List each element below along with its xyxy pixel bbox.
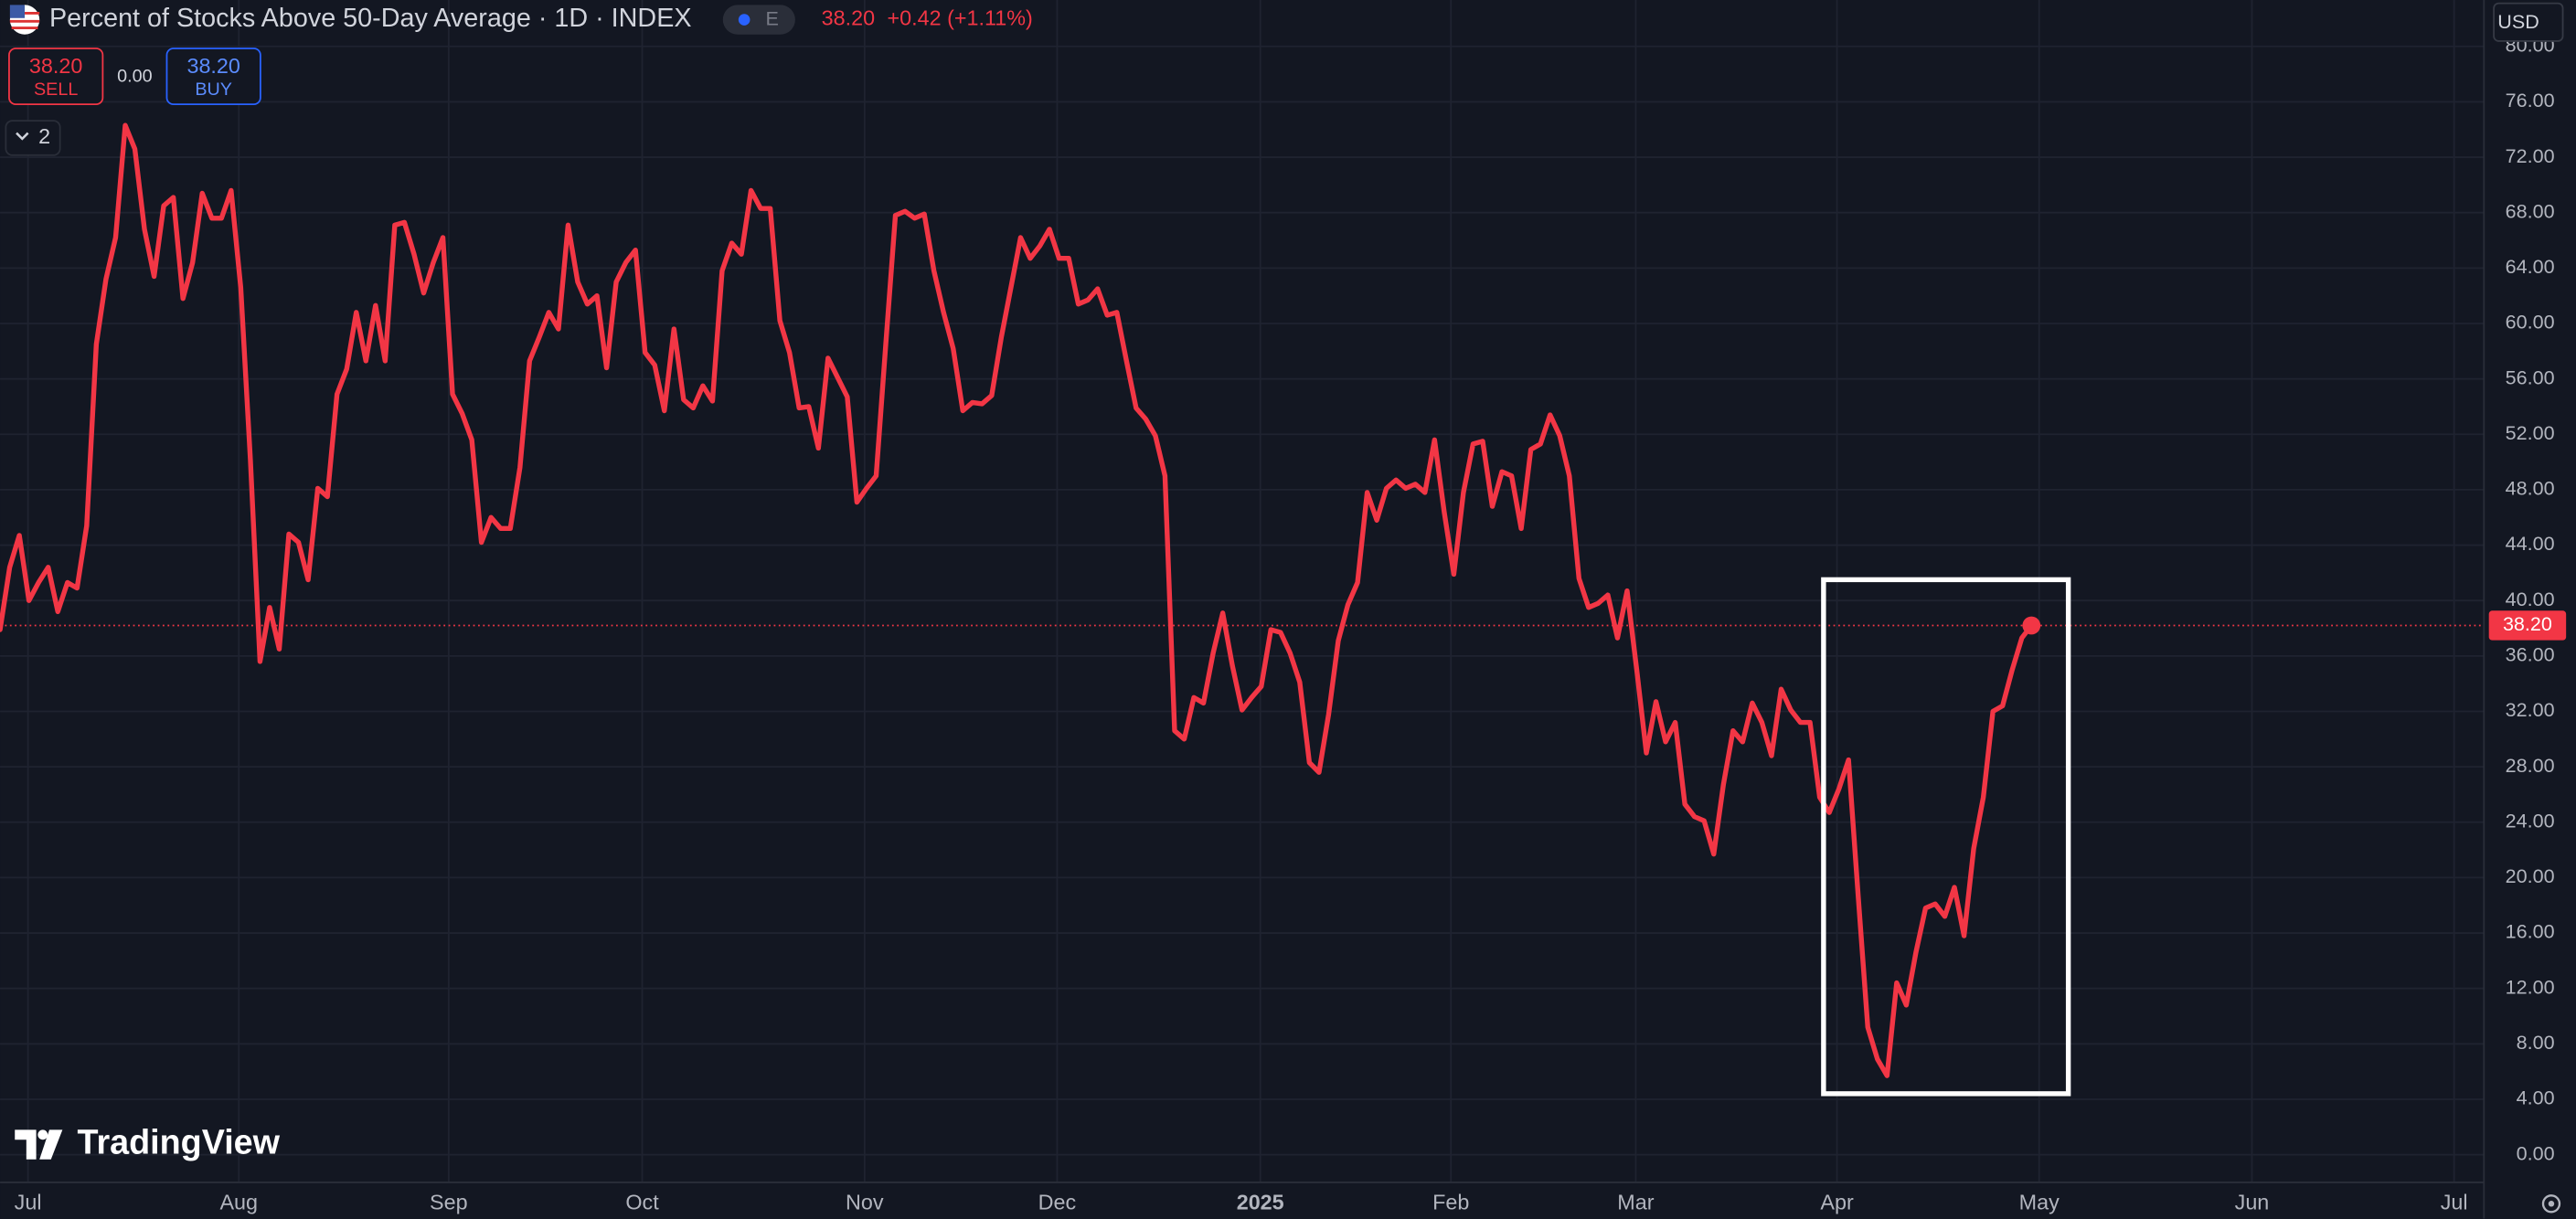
currency: USD [2497, 10, 2539, 33]
y-tick-label: 68.00 [2506, 199, 2555, 222]
y-tick-label: 36.00 [2506, 643, 2555, 666]
settings-icon[interactable] [2541, 1194, 2561, 1214]
spread: 0.00 [117, 67, 152, 87]
last-price: 38.20 [822, 6, 875, 30]
y-tick-label: 52.00 [2506, 421, 2555, 444]
y-tick-label: 16.00 [2506, 920, 2555, 943]
last-point [2022, 616, 2041, 635]
x-tick-label: Jun [2235, 1190, 2270, 1214]
y-tick-label: 32.00 [2506, 698, 2555, 721]
y-tick-label: 76.00 [2506, 89, 2555, 111]
y-tick-label: 8.00 [2517, 1031, 2555, 1054]
x-tick-label: Oct [625, 1190, 659, 1214]
x-tick-label: Dec [1038, 1190, 1077, 1214]
y-tick-label: 44.00 [2506, 532, 2555, 555]
y-tick-label: 48.00 [2506, 477, 2555, 500]
x-tick-label: Nov [846, 1190, 884, 1214]
indicator-toggle[interactable] [5, 120, 61, 156]
x-tick-label: Apr [1820, 1190, 1854, 1214]
price-change: +0.42 (+1.11%) [888, 6, 1033, 30]
x-tick-label: Jul [15, 1190, 42, 1214]
price-label-box [2488, 610, 2567, 641]
y-tick-label: 64.00 [2506, 255, 2555, 278]
indicator-count: 2 [38, 124, 50, 148]
chevron-icon [16, 132, 29, 141]
y-tick-label: 28.00 [2506, 754, 2555, 777]
y-tick-label: 20.00 [2506, 864, 2555, 887]
line [0, 122, 2034, 1078]
flag-canton [9, 5, 26, 18]
chart-title: Percent of Stocks Above 50-Day Average ·… [49, 4, 692, 33]
y-tick-label: 24.00 [2506, 809, 2555, 832]
exchange-badge: E [766, 6, 779, 29]
sell-label: SELL [34, 80, 78, 100]
buy-button[interactable] [165, 48, 261, 106]
sell-price: 38.20 [29, 54, 82, 78]
badge[interactable] [722, 5, 795, 35]
y-tick-label: 4.00 [2517, 1086, 2555, 1109]
y-tick-label: 56.00 [2506, 366, 2555, 388]
price-label: 38.20 [2503, 612, 2552, 635]
logo-mark [15, 1129, 37, 1160]
header: Percent of Stocks Above 50-Day Average ·… [5, 4, 1033, 156]
grid [0, 0, 2485, 1182]
settings-icon [2548, 1201, 2555, 1207]
brand: TradingView [78, 1123, 281, 1161]
logo-mark [39, 1129, 63, 1160]
y-tick-label: 60.00 [2506, 311, 2555, 334]
y-tick-label: 12.00 [2506, 975, 2555, 998]
currency-button[interactable] [2493, 2, 2564, 42]
sell-button[interactable] [8, 48, 104, 106]
badge-dot [738, 14, 750, 26]
x-tick-label: 2025 [1237, 1190, 1284, 1214]
x-tick-label: May [2019, 1190, 2060, 1214]
y-tick-label: 40.00 [2506, 588, 2555, 610]
x-tick-label: Aug [219, 1190, 258, 1214]
x-tick-label: Feb [1432, 1190, 1469, 1214]
axes: 0.004.008.0012.0016.0020.0024.0028.0032.… [15, 33, 2567, 1214]
buy-label: BUY [195, 80, 232, 100]
x-tick-label: Mar [1617, 1190, 1654, 1214]
buy-price: 38.20 [186, 54, 240, 78]
y-tick-label: 72.00 [2506, 144, 2555, 167]
highlight-box [1821, 577, 2071, 1097]
y-tick-label: 0.00 [2517, 1141, 2555, 1164]
x-tick-label: Jul [2441, 1190, 2468, 1214]
brand-logo: TradingView [15, 1123, 281, 1161]
x-tick-label: Sep [430, 1190, 468, 1214]
logo-mark [37, 1129, 48, 1140]
